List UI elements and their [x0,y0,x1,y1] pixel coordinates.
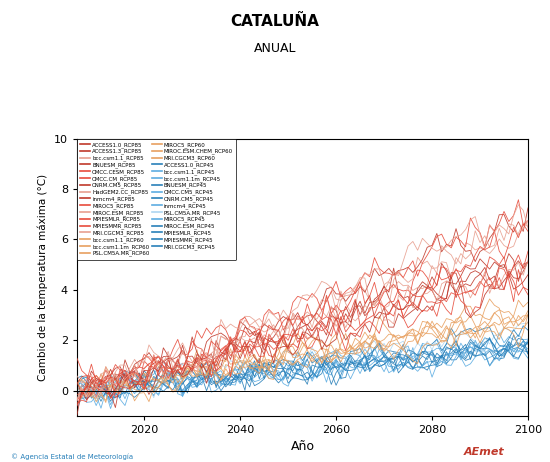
Text: © Agencia Estatal de Meteorología: © Agencia Estatal de Meteorología [11,453,133,460]
Y-axis label: Cambio de la temperatura máxima (°C): Cambio de la temperatura máxima (°C) [38,174,48,381]
Legend: ACCESS1.0_RCP85, ACCESS1.3_RCP85, bcc.csm1.1_RCP85, BNUESM_RCP85, CMCC.CESM_RCP8: ACCESS1.0_RCP85, ACCESS1.3_RCP85, bcc.cs… [77,139,236,260]
Text: CATALUÑA: CATALUÑA [230,14,320,29]
X-axis label: Año: Año [290,440,315,453]
Text: AEmet: AEmet [464,447,504,457]
Text: ANUAL: ANUAL [254,42,296,55]
